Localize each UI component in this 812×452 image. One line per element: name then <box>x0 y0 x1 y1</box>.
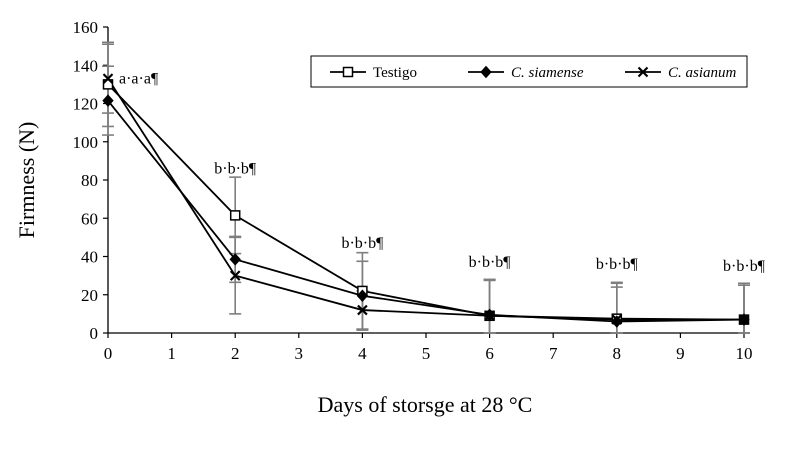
series-line <box>107 78 744 321</box>
x-tick-label: 3 <box>295 344 304 363</box>
x-tick-label: 7 <box>549 344 558 363</box>
series-line <box>107 100 745 323</box>
data-point <box>229 253 241 266</box>
annotations: a·a·a¶ b·b·b¶ b·b·b¶ b·b·b¶ b·b·b¶ b·b·b¶ <box>119 71 766 275</box>
y-tick-label: 20 <box>81 286 98 305</box>
data-point <box>611 314 623 325</box>
y-tick-label: 0 <box>90 324 99 343</box>
cross-stroke <box>484 310 495 322</box>
y-tick-label: 40 <box>81 248 98 267</box>
data-point <box>611 315 623 328</box>
data-point <box>342 66 354 78</box>
y-tick-label: 140 <box>73 56 99 75</box>
data-point <box>229 210 241 221</box>
data-point <box>738 314 750 325</box>
legend-label: C. asianum <box>668 65 737 81</box>
legend-box <box>310 55 748 88</box>
cross-stroke <box>611 314 623 325</box>
x-tick-label: 9 <box>676 344 685 363</box>
significance-label: a·a·a¶ <box>119 71 159 88</box>
cross-stroke <box>229 270 241 281</box>
y-tick-label: 100 <box>73 133 99 152</box>
significance-label: b·b·b¶ <box>723 258 766 275</box>
data-point <box>102 73 114 84</box>
data-point <box>480 65 492 79</box>
y-tick-label: 120 <box>73 95 99 114</box>
x-axis-title: Days of storsge at 28 °C <box>318 392 533 417</box>
x-tick-label: 10 <box>736 344 753 363</box>
x-tick-label: 4 <box>358 344 367 363</box>
series-line <box>107 83 745 321</box>
significance-label: b·b·b¶ <box>214 161 257 178</box>
legend-items: Testigo C. siamense C. asianum <box>330 65 737 81</box>
y-tick-label: 80 <box>81 171 98 190</box>
data-point <box>484 310 495 322</box>
data-point <box>229 270 241 281</box>
data-point <box>357 304 368 316</box>
cross-stroke <box>357 304 368 316</box>
x-tick-label: 1 <box>167 344 176 363</box>
data-point <box>356 289 369 302</box>
data-point <box>637 66 649 78</box>
axes: 0 20 40 60 80 100 120 140 160 0 1 2 3 4 5 6 7 8 9 10 <box>73 18 753 363</box>
x-tick-label: 2 <box>231 344 240 363</box>
series-layer <box>102 41 750 334</box>
y-tick-label: 160 <box>73 18 99 37</box>
legend-label: Testigo <box>373 65 417 81</box>
legend-label: C. siamense <box>511 65 584 81</box>
significance-label: b·b·b¶ <box>341 235 384 252</box>
significance-label: b·b·b¶ <box>469 254 512 271</box>
legend: Testigo C. siamense C. asianum <box>310 55 748 88</box>
cross-stroke <box>738 314 750 325</box>
x-tick-label: 0 <box>104 344 113 363</box>
y-axis-title: Firmness (N) <box>14 122 39 239</box>
cross-stroke <box>637 66 649 78</box>
x-tick-label: 5 <box>422 344 431 363</box>
x-tick-label: 6 <box>485 344 494 363</box>
data-point <box>102 94 114 107</box>
significance-label: b·b·b¶ <box>596 256 639 273</box>
cross-stroke <box>102 73 114 84</box>
y-tick-label: 60 <box>81 209 98 228</box>
x-tick-label: 8 <box>613 344 622 363</box>
